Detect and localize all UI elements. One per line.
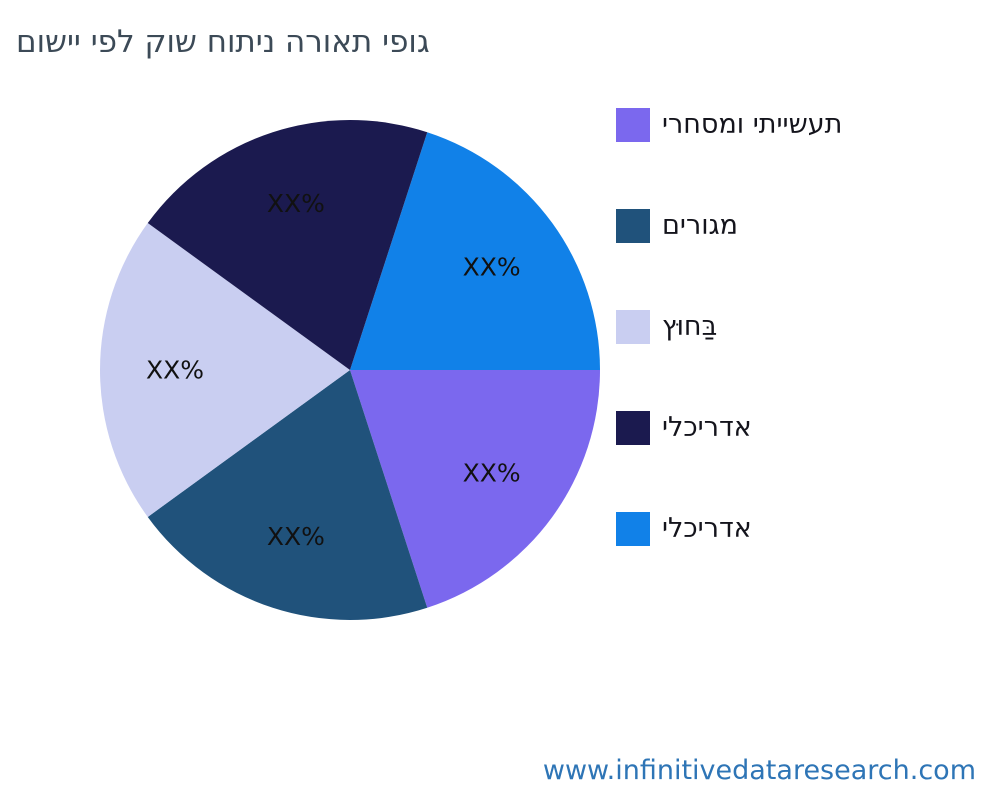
- pie-slice-value-label-3: XX%: [146, 356, 204, 385]
- legend-item-2: בַּחוּץ: [616, 310, 842, 344]
- legend-swatch-2: [616, 310, 650, 344]
- legend-item-1: מגורים: [616, 209, 842, 243]
- pie-chart-svg: XX% XX% XX% XX% XX%: [100, 120, 600, 620]
- pie-slice-value-label-2: XX%: [267, 522, 325, 551]
- legend-item-4: אדריכלי: [616, 512, 842, 546]
- pie-chart: XX% XX% XX% XX% XX%: [98, 118, 602, 622]
- legend-label-2: בַּחוּץ: [662, 311, 718, 342]
- legend-label-3: אדריכלי: [662, 412, 752, 443]
- legend: תעשייתי ומסחרי מגורים בַּחוּץ אדריכלי אדריכל…: [616, 108, 842, 546]
- legend-label-0: תעשייתי ומסחרי: [662, 109, 843, 140]
- legend-item-3: אדריכלי: [616, 411, 842, 445]
- pie-slice-value-label-1: XX%: [463, 458, 521, 487]
- pie-slice-2: [147, 370, 428, 620]
- pie-slice-0: [350, 132, 600, 370]
- footer-url: www.infinitivedataresearch.com: [542, 755, 976, 786]
- pie-slice-value-label-0: XX%: [463, 253, 521, 282]
- pie-slice-1: [350, 370, 600, 608]
- legend-item-0: תעשייתי ומסחרי: [616, 108, 842, 142]
- legend-swatch-1: [616, 209, 650, 243]
- legend-swatch-3: [616, 411, 650, 445]
- legend-swatch-0: [616, 108, 650, 142]
- chart-title: גופי תאורה ניתוח שוק לפי יישום: [16, 24, 430, 60]
- pie-slice-4: [147, 120, 428, 371]
- legend-swatch-4: [616, 512, 650, 546]
- pie-slice-value-label-4: XX%: [267, 189, 325, 218]
- legend-label-4: אדריכלי: [662, 513, 752, 544]
- legend-label-1: מגורים: [662, 210, 739, 241]
- pie-slice-3: [100, 223, 350, 517]
